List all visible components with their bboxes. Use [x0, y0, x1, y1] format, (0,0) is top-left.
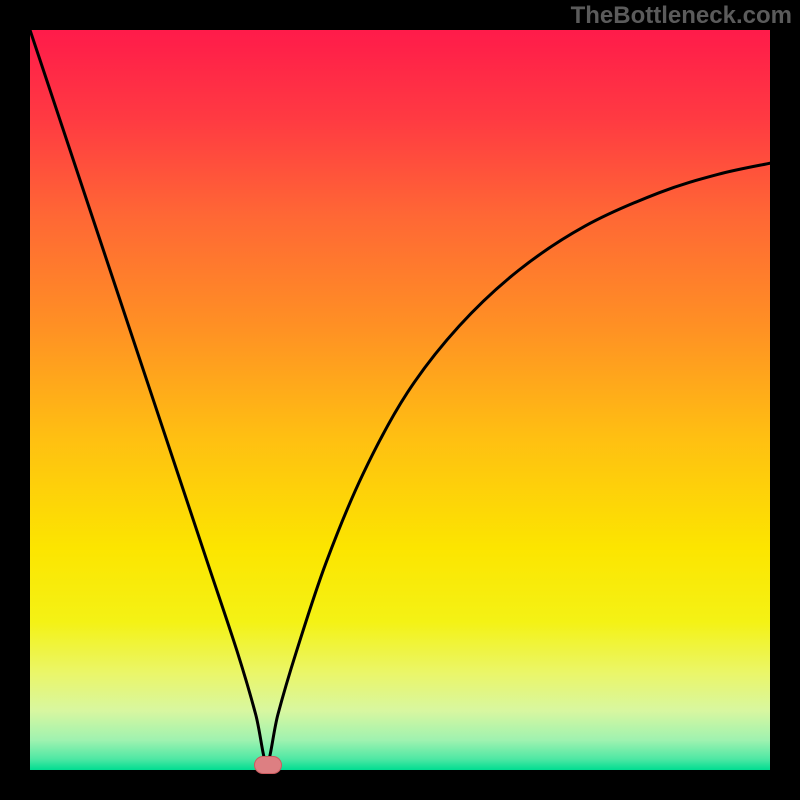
plot-area: [30, 30, 770, 770]
watermark-text: TheBottleneck.com: [571, 2, 792, 30]
bottleneck-curve: [30, 30, 770, 770]
chart-container: TheBottleneck.com: [0, 0, 800, 800]
minimum-marker: [254, 756, 282, 774]
